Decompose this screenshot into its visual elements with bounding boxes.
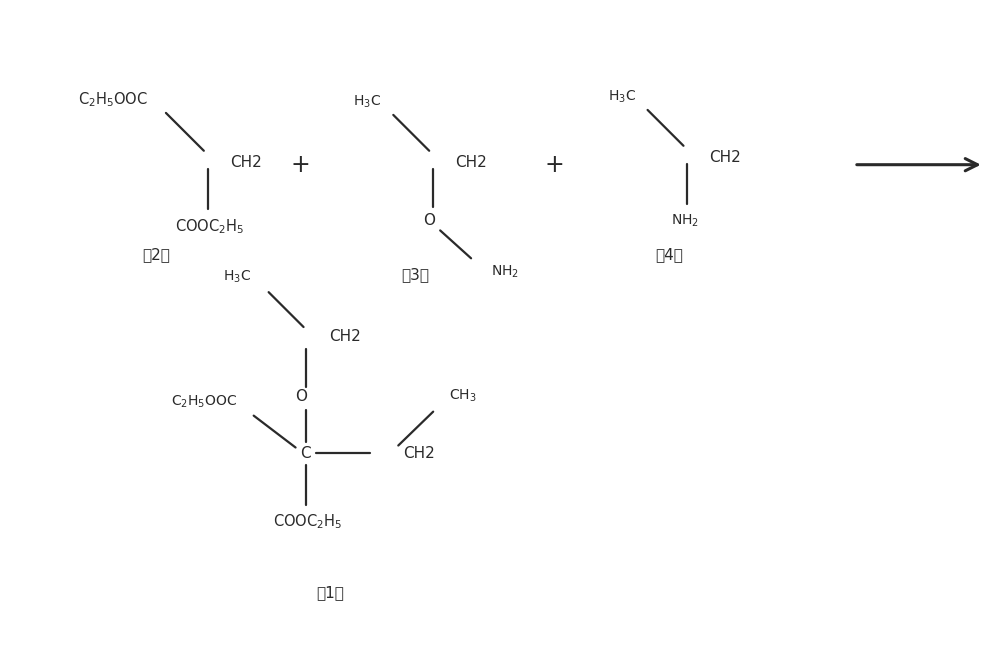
Text: （2）: （2）	[142, 247, 170, 262]
Text: $\mathregular{H_3C}$: $\mathregular{H_3C}$	[608, 89, 636, 105]
Text: C: C	[300, 446, 311, 461]
Text: +: +	[545, 153, 565, 177]
Text: $\mathregular{CH_3}$: $\mathregular{CH_3}$	[449, 387, 477, 404]
Text: CH2: CH2	[230, 156, 262, 170]
Text: CH2: CH2	[455, 156, 487, 170]
Text: +: +	[291, 153, 310, 177]
Text: $\mathregular{NH_2}$: $\mathregular{NH_2}$	[671, 212, 700, 229]
Text: O: O	[423, 213, 435, 228]
Text: CH2: CH2	[329, 330, 361, 345]
Text: CH2: CH2	[709, 150, 741, 165]
Text: O: O	[296, 389, 308, 404]
Text: CH2: CH2	[403, 446, 435, 461]
Text: $\mathregular{COOC_2H_5}$: $\mathregular{COOC_2H_5}$	[273, 512, 342, 530]
Text: （4）: （4）	[656, 247, 683, 262]
Text: $\mathregular{COOC_2H_5}$: $\mathregular{COOC_2H_5}$	[175, 217, 244, 236]
Text: （1）: （1）	[317, 585, 344, 600]
Text: $\mathregular{C_2H_5OOC}$: $\mathregular{C_2H_5OOC}$	[171, 393, 238, 410]
Text: $\mathregular{NH_2}$: $\mathregular{NH_2}$	[491, 264, 519, 281]
Text: $\mathregular{H_3C}$: $\mathregular{H_3C}$	[223, 269, 251, 285]
Text: （3）: （3）	[401, 267, 429, 282]
Text: $\mathregular{C_2H_5OOC}$: $\mathregular{C_2H_5OOC}$	[78, 91, 148, 109]
Text: $\mathregular{H_3C}$: $\mathregular{H_3C}$	[353, 94, 381, 110]
